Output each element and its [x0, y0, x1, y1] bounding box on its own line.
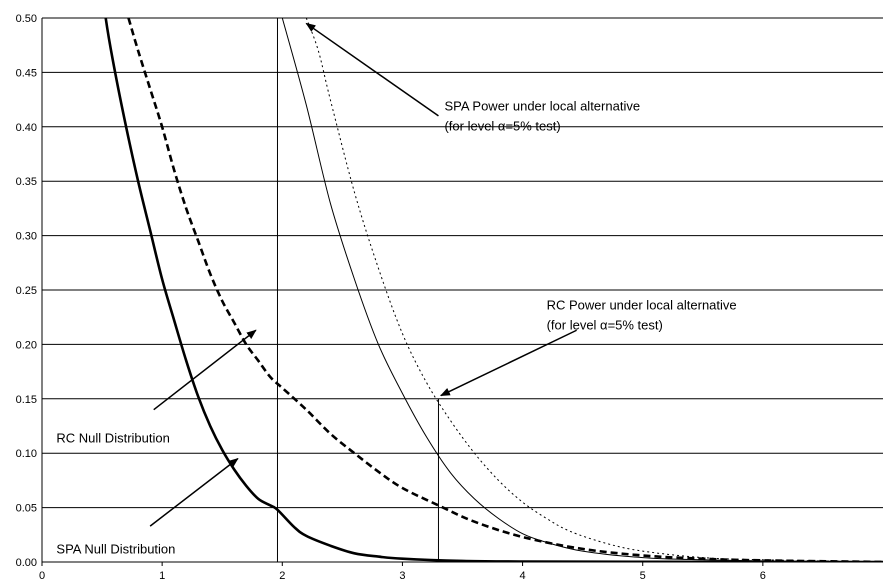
x-tick-label-1: 1 [159, 570, 165, 582]
annotation-line-1-0: RC Power under local alternative [547, 298, 737, 313]
annotation-line-0-1: (for level α=5% test) [444, 118, 560, 133]
x-tick-label-3: 3 [399, 570, 405, 582]
annotation-text-0: SPA Power under local alternative (for le… [444, 98, 640, 133]
series-line-1 [127, 18, 883, 562]
x-tick-label-4: 4 [520, 570, 526, 582]
annotation-line-3-0: SPA Null Distribution [56, 541, 175, 556]
annotation-text-3: SPA Null Distribution [56, 541, 175, 556]
y-tick-label-3: 0.15 [16, 394, 37, 406]
x-tick-label-2: 2 [279, 570, 285, 582]
y-tick-label-6: 0.30 [16, 231, 37, 243]
y-tick-label-8: 0.40 [16, 122, 37, 134]
y-tick-label-5: 0.25 [16, 285, 37, 297]
annotation-arrow-0 [305, 22, 439, 117]
annotation-text-2: RC Null Distribution [56, 430, 169, 445]
y-tick-label-4: 0.20 [16, 339, 37, 351]
series-line-2 [281, 18, 883, 562]
x-tick-label-0: 0 [39, 570, 45, 582]
annotation-line-2-0: RC Null Distribution [56, 430, 169, 445]
axis-layer: 0.00 0.05 0.10 0.15 0.20 0.25 0.30 0.35 0.40 0.45… [16, 13, 883, 582]
y-tick-label-2: 0.10 [16, 448, 37, 460]
series-line-0 [104, 18, 883, 562]
series-line-3 [305, 18, 883, 562]
y-tick-label-1: 0.05 [16, 503, 37, 515]
y-tick-label-10: 0.50 [16, 13, 37, 25]
annotation-line-1-1: (for level α=5% test) [547, 318, 663, 333]
annotation-text-1: RC Power under local alternative (for lev… [547, 298, 737, 333]
y-tick-label-7: 0.35 [16, 176, 37, 188]
annotation-arrow-1 [439, 329, 577, 397]
x-tick-label-5: 5 [640, 570, 646, 582]
grid-layer [42, 17, 883, 563]
annotation-arrow-3 [149, 458, 239, 527]
x-tick-label-6: 6 [760, 570, 766, 582]
series-layer [104, 18, 883, 562]
annotations-layer: SPA Power under local alternative (for le… [56, 22, 737, 556]
annotation-line-0-0: SPA Power under local alternative [444, 98, 640, 113]
critical-lines-layer [276, 18, 439, 562]
annotation-arrow-2 [153, 329, 257, 411]
y-tick-label-9: 0.45 [16, 67, 37, 79]
y-tick-label-0: 0.00 [16, 557, 37, 569]
